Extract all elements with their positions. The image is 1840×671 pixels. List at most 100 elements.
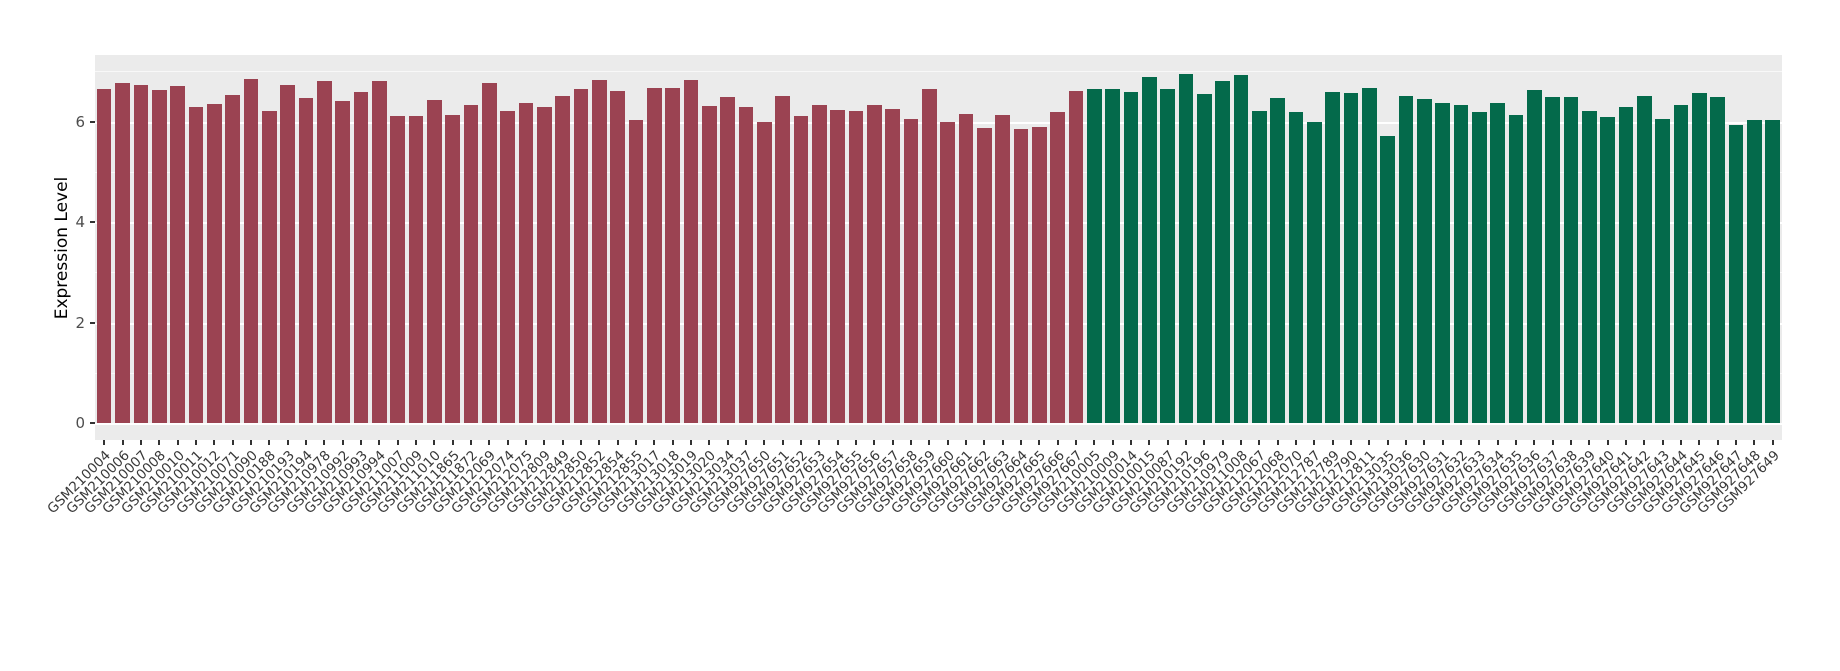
x-tick-mark: [1441, 440, 1444, 445]
x-tick-mark: [891, 440, 894, 445]
x-tick-mark: [1313, 440, 1316, 445]
x-tick-mark: [763, 440, 766, 445]
x-tick-mark: [1130, 440, 1133, 445]
bar: [995, 114, 1010, 423]
bar: [1013, 128, 1029, 423]
y-tick-mark: [90, 221, 95, 223]
x-tick-mark: [1405, 440, 1408, 445]
bar: [1288, 111, 1304, 423]
x-tick-mark: [1753, 440, 1756, 445]
bar: [591, 79, 607, 423]
bar: [665, 87, 680, 423]
y-tick-mark: [90, 321, 95, 324]
x-tick-mark: [744, 440, 747, 445]
bar: [903, 119, 919, 423]
y-tick-label: 0: [75, 414, 85, 432]
bar: [1380, 136, 1396, 423]
x-tick-mark: [1460, 440, 1463, 445]
bar: [170, 86, 185, 423]
x-tick-mark: [249, 440, 252, 445]
x-tick-mark: [231, 440, 234, 445]
y-axis-title: Expression Level: [52, 176, 72, 319]
bar: [481, 82, 497, 423]
x-tick-mark: [1515, 440, 1518, 445]
bar: [96, 88, 112, 423]
bar: [1307, 121, 1322, 423]
x-tick-mark: [799, 440, 802, 445]
x-tick-mark: [983, 440, 986, 445]
x-tick-mark: [506, 440, 509, 445]
x-tick-mark: [928, 440, 931, 445]
x-tick-mark: [1551, 440, 1554, 445]
x-tick-mark: [873, 440, 876, 445]
bar: [793, 115, 809, 423]
x-tick-mark: [579, 440, 582, 445]
x-tick-mark: [359, 440, 362, 445]
bar: [445, 114, 460, 423]
x-tick-mark: [1643, 440, 1646, 445]
bar: [1270, 98, 1286, 423]
bar: [1490, 102, 1506, 423]
x-tick-mark: [1350, 440, 1353, 445]
bar: [1233, 74, 1249, 423]
x-tick-mark: [1478, 440, 1481, 445]
x-tick-mark: [598, 440, 601, 445]
x-tick-mark: [1661, 440, 1664, 445]
x-tick-mark: [854, 440, 857, 445]
bar: [335, 100, 350, 423]
x-tick-mark: [1680, 440, 1683, 445]
bar: [921, 89, 937, 423]
bar: [1765, 119, 1781, 423]
bar: [353, 91, 369, 423]
x-tick-mark: [909, 440, 912, 445]
x-tick-mark: [1771, 440, 1774, 445]
bar: [280, 85, 295, 423]
bar: [1417, 98, 1432, 423]
x-tick-mark: [1148, 440, 1151, 445]
x-tick-mark: [524, 440, 527, 445]
y-tick-mark: [90, 422, 95, 424]
x-tick-mark: [653, 440, 656, 445]
x-tick-mark: [488, 440, 491, 445]
bar: [1563, 97, 1579, 423]
x-tick-mark: [946, 440, 949, 445]
bar: [720, 96, 735, 423]
bar: [426, 99, 442, 423]
x-tick-mark: [1166, 440, 1169, 445]
x-tick-mark: [414, 440, 417, 445]
bar: [1527, 89, 1542, 423]
bar: [1215, 80, 1231, 423]
bar: [848, 111, 864, 423]
x-tick-mark: [726, 440, 729, 445]
x-tick-mark: [543, 440, 546, 445]
bar: [1362, 87, 1377, 423]
bar: [885, 109, 900, 423]
x-tick-mark: [1276, 440, 1279, 445]
x-tick-mark: [469, 440, 472, 445]
bar: [1673, 104, 1689, 423]
x-tick-mark: [836, 440, 839, 445]
x-tick-mark: [1203, 440, 1206, 445]
x-tick-mark: [341, 440, 344, 445]
bar: [1142, 77, 1157, 423]
x-tick-mark: [433, 440, 436, 445]
x-tick-mark: [818, 440, 821, 445]
bar: [1398, 95, 1414, 423]
x-tick-mark: [176, 440, 179, 445]
bar: [830, 109, 845, 423]
x-tick-mark: [616, 440, 619, 445]
x-tick-mark: [561, 440, 564, 445]
y-tick-label: 4: [75, 213, 85, 231]
bar: [206, 103, 222, 423]
y-tick-label: 2: [75, 313, 85, 332]
x-tick-mark: [396, 440, 399, 445]
bar: [866, 105, 882, 423]
bar: [261, 111, 277, 423]
x-tick-mark: [671, 440, 674, 445]
bar: [738, 107, 754, 423]
x-tick-mark: [1075, 440, 1078, 445]
bar: [940, 122, 955, 423]
bar: [628, 119, 644, 423]
x-tick-mark: [323, 440, 326, 445]
bar: [1032, 126, 1047, 423]
